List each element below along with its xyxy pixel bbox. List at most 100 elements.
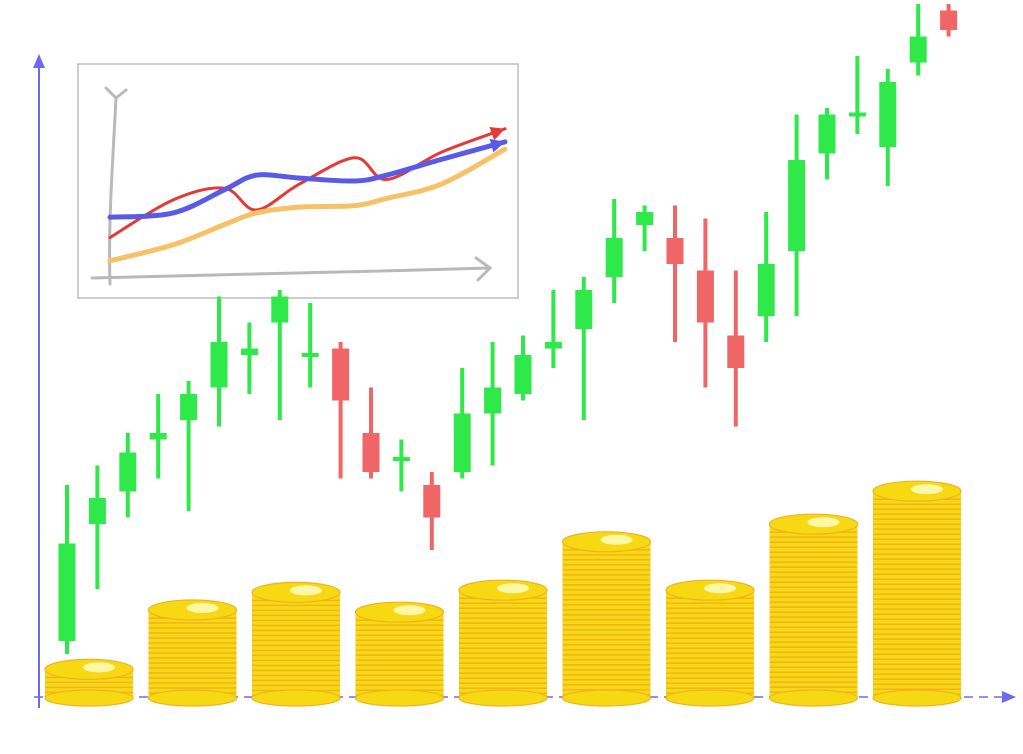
candle-body bbox=[484, 387, 502, 414]
candle bbox=[848, 56, 866, 134]
coin-highlight bbox=[290, 585, 322, 596]
candle-body bbox=[210, 342, 228, 388]
inset-line-chart bbox=[77, 63, 519, 299]
candle bbox=[544, 290, 562, 368]
coin-bottom bbox=[768, 689, 859, 707]
inset-y-arrowhead bbox=[104, 86, 128, 101]
candle-body bbox=[423, 485, 441, 518]
candle bbox=[484, 342, 502, 466]
candle-body bbox=[392, 457, 410, 461]
coin-bottom bbox=[561, 689, 652, 707]
coin-stack-body bbox=[769, 524, 858, 698]
coin-bottom bbox=[354, 689, 445, 707]
coin-stack-body bbox=[666, 590, 754, 698]
coin-stack bbox=[147, 599, 238, 707]
inset-series bbox=[107, 127, 508, 264]
inset-line bbox=[108, 127, 507, 240]
candle-body bbox=[119, 452, 137, 492]
candle bbox=[909, 4, 927, 76]
candle bbox=[362, 387, 380, 479]
candle-body bbox=[605, 238, 623, 277]
inset-series-red bbox=[108, 127, 507, 240]
coin-bottom bbox=[147, 689, 238, 707]
candle-body bbox=[180, 394, 198, 420]
coin-highlight bbox=[807, 517, 840, 528]
candle-body bbox=[757, 264, 775, 316]
candle bbox=[240, 322, 258, 394]
candle-body bbox=[301, 353, 319, 357]
candle bbox=[149, 394, 167, 479]
inset-arrowhead bbox=[489, 138, 505, 153]
candle-body bbox=[848, 112, 866, 117]
candle bbox=[696, 218, 714, 388]
coin-bottom bbox=[44, 689, 134, 707]
candle bbox=[605, 199, 623, 303]
candle-body bbox=[58, 543, 76, 641]
coin-stack bbox=[872, 480, 962, 707]
coin-stack bbox=[251, 581, 341, 707]
coin-stack bbox=[768, 513, 859, 707]
coin-stack-series bbox=[44, 480, 962, 707]
candle-body bbox=[240, 348, 258, 355]
inset-x-axis bbox=[90, 266, 492, 280]
candle-body bbox=[514, 355, 532, 394]
inset-line bbox=[107, 139, 508, 220]
candle-body bbox=[788, 160, 806, 251]
coin-stack bbox=[354, 601, 445, 707]
candle bbox=[514, 335, 532, 401]
candle-body bbox=[575, 290, 593, 329]
candle bbox=[575, 277, 593, 420]
coin-highlight bbox=[704, 583, 736, 594]
inset-line bbox=[107, 146, 508, 264]
coin-bottom bbox=[251, 689, 341, 707]
candle-body bbox=[879, 82, 897, 147]
inset-x-arrowhead bbox=[474, 256, 493, 282]
candle bbox=[271, 290, 289, 420]
coin-highlight bbox=[83, 662, 115, 673]
coin-highlight bbox=[186, 603, 219, 613]
candle bbox=[392, 439, 410, 492]
coin-stack bbox=[458, 579, 548, 707]
coin-stack bbox=[561, 531, 652, 707]
candle bbox=[332, 342, 350, 479]
candle-body bbox=[271, 296, 289, 323]
candle bbox=[423, 472, 441, 550]
coin-stack bbox=[665, 579, 755, 707]
candle-body bbox=[696, 270, 714, 323]
candle-body bbox=[362, 433, 380, 472]
candle bbox=[210, 296, 228, 427]
candle bbox=[788, 114, 806, 316]
candle bbox=[727, 270, 745, 427]
coin-highlight bbox=[600, 534, 633, 545]
candle bbox=[666, 205, 684, 342]
coin-stack-body bbox=[459, 590, 547, 698]
candle bbox=[940, 4, 958, 37]
coin-highlight bbox=[911, 484, 943, 495]
candle bbox=[301, 303, 319, 388]
candle bbox=[818, 108, 836, 180]
candle-body bbox=[940, 10, 958, 30]
candle-body bbox=[544, 342, 562, 349]
candle-body bbox=[332, 348, 350, 401]
coin-stack bbox=[44, 658, 134, 707]
candle-body bbox=[453, 413, 471, 472]
candle bbox=[636, 205, 654, 251]
inset-series-orange bbox=[107, 146, 508, 264]
candle bbox=[180, 381, 198, 511]
inset-series-blue bbox=[107, 138, 508, 220]
candle bbox=[453, 368, 471, 479]
coin-highlight bbox=[497, 583, 529, 594]
inset-arrowhead bbox=[489, 127, 505, 141]
candle-body bbox=[909, 36, 927, 63]
coin-highlight bbox=[393, 605, 426, 616]
candlestick-series bbox=[58, 4, 958, 654]
candle-body bbox=[818, 114, 836, 154]
coin-bottom bbox=[458, 689, 548, 707]
candle-body bbox=[636, 212, 654, 225]
candle bbox=[879, 69, 897, 186]
candle-body bbox=[727, 335, 745, 368]
candle-body bbox=[149, 433, 167, 440]
candle-body bbox=[88, 498, 106, 524]
